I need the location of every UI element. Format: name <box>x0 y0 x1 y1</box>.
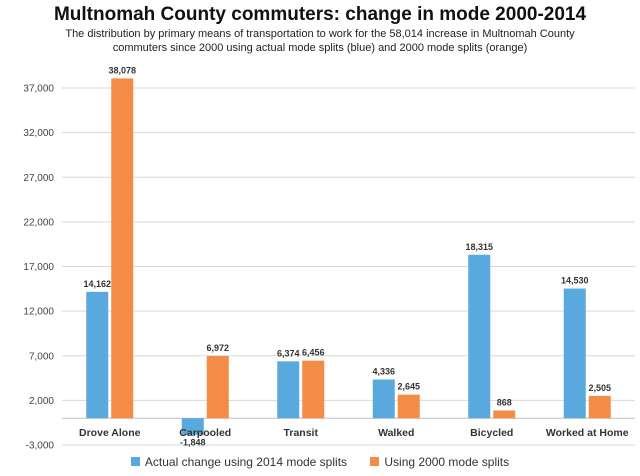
bar-actual-5 <box>563 288 586 419</box>
bar-actual-1 <box>181 418 204 435</box>
category-label: Worked at Home <box>546 427 629 439</box>
bar-2000-4 <box>493 410 516 419</box>
data-label: 4,336 <box>372 367 395 377</box>
legend-label-2000: Using 2000 mode splits <box>384 455 510 469</box>
data-label: 18,315 <box>465 242 493 252</box>
data-label: 14,530 <box>561 276 589 286</box>
y-tick-label: 2,000 <box>29 396 54 407</box>
bar-actual-4 <box>468 254 491 419</box>
bar-2000-2 <box>302 360 325 419</box>
category-label: Walked <box>378 427 414 439</box>
data-label: 14,162 <box>83 279 111 289</box>
data-label: 6,374 <box>277 348 300 358</box>
y-tick-label: 27,000 <box>23 173 54 184</box>
y-tick-label: 17,000 <box>23 262 54 273</box>
chart-subtitle: The distribution by primary means of tra… <box>65 28 575 54</box>
y-tick-label: -3,000 <box>26 441 55 452</box>
data-label: 868 <box>497 397 512 407</box>
bar-2000-3 <box>397 394 420 419</box>
bar-2000-1 <box>206 355 229 419</box>
bar-actual-3 <box>372 379 395 419</box>
legend-item-2000: Using 2000 mode splits <box>370 455 509 469</box>
data-label: 38,078 <box>108 65 136 75</box>
data-label: 6,456 <box>302 348 325 358</box>
legend: Actual change using 2014 mode splits Usi… <box>0 455 640 469</box>
y-tick-label: 22,000 <box>23 217 54 228</box>
bar-actual-0 <box>86 291 109 419</box>
category-label: Bicycled <box>470 427 513 439</box>
category-label: Drove Alone <box>79 427 141 439</box>
y-tick-label: 32,000 <box>23 128 54 139</box>
legend-label-actual: Actual change using 2014 mode splits <box>144 455 348 469</box>
category-label: Carpooled <box>179 427 231 439</box>
bar-actual-2 <box>277 361 300 419</box>
data-label: -1,848 <box>180 438 206 448</box>
category-label: Transit <box>284 427 319 439</box>
bar-2000-5 <box>588 395 611 419</box>
y-tick-label: 37,000 <box>23 84 54 95</box>
legend-swatch-actual <box>130 457 140 466</box>
chart-title: Multnomah County commuters: change in mo… <box>53 4 587 25</box>
y-tick-label: 7,000 <box>29 351 54 362</box>
y-tick-label: 12,000 <box>23 307 54 318</box>
legend-item-actual: Actual change using 2014 mode splits <box>130 455 348 469</box>
data-label: 2,645 <box>397 382 420 392</box>
legend-swatch-2000 <box>370 457 380 466</box>
bar-2000-0 <box>111 78 134 419</box>
data-label: 6,972 <box>206 343 229 353</box>
data-label: 2,505 <box>588 383 611 393</box>
